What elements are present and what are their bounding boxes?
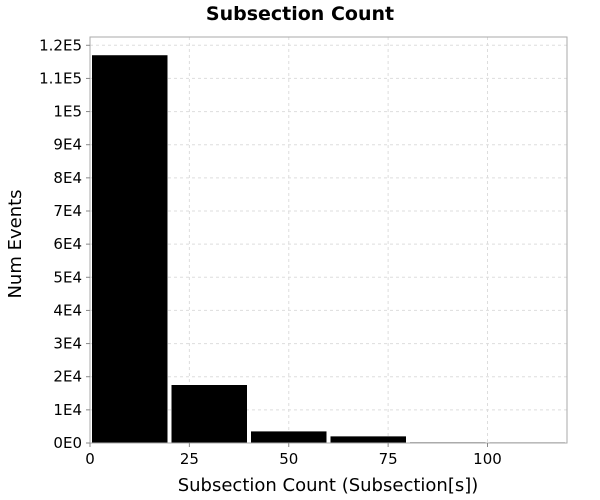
x-axis-label: Subsection Count (Subsection[s]) xyxy=(178,475,479,496)
y-tick-label: 7E4 xyxy=(53,202,82,220)
histogram-bar xyxy=(330,436,406,443)
y-tick-label: 1.2E5 xyxy=(39,36,82,54)
y-tick-label: 1E4 xyxy=(53,401,82,419)
x-tick-label: 0 xyxy=(85,450,95,468)
y-tick-label: 1E5 xyxy=(53,103,82,121)
plot-frame xyxy=(89,36,568,444)
histogram-bar xyxy=(171,385,247,443)
bars xyxy=(92,55,565,443)
histogram-bar xyxy=(251,431,327,443)
histogram-bar xyxy=(92,55,168,443)
y-axis-ticks: 0E0 1E4 2E4 3E4 4E4 5E4 6E4 7E4 8E4 9E4 1E5 1.1E5 1.… xyxy=(39,36,90,452)
x-tick-label: 25 xyxy=(180,450,199,468)
y-tick-label: 3E4 xyxy=(53,335,82,353)
x-tick-label: 50 xyxy=(279,450,298,468)
y-tick-label: 0E0 xyxy=(53,434,82,452)
y-tick-label: 4E4 xyxy=(53,301,82,319)
x-tick-label: 100 xyxy=(473,450,502,468)
x-tick-label: 75 xyxy=(379,450,398,468)
y-tick-label: 8E4 xyxy=(53,169,82,187)
y-tick-label: 9E4 xyxy=(53,136,82,154)
y-tick-label: 1.1E5 xyxy=(39,69,82,87)
y-tick-label: 2E4 xyxy=(53,368,82,386)
chart-title: Subsection Count xyxy=(206,3,394,25)
y-tick-label: 6E4 xyxy=(53,235,82,253)
y-tick-label: 5E4 xyxy=(53,268,82,286)
y-axis-label: Num Events xyxy=(5,189,26,298)
x-axis-ticks: 0 25 50 75 100 xyxy=(85,443,502,468)
grid-lines xyxy=(90,37,567,443)
